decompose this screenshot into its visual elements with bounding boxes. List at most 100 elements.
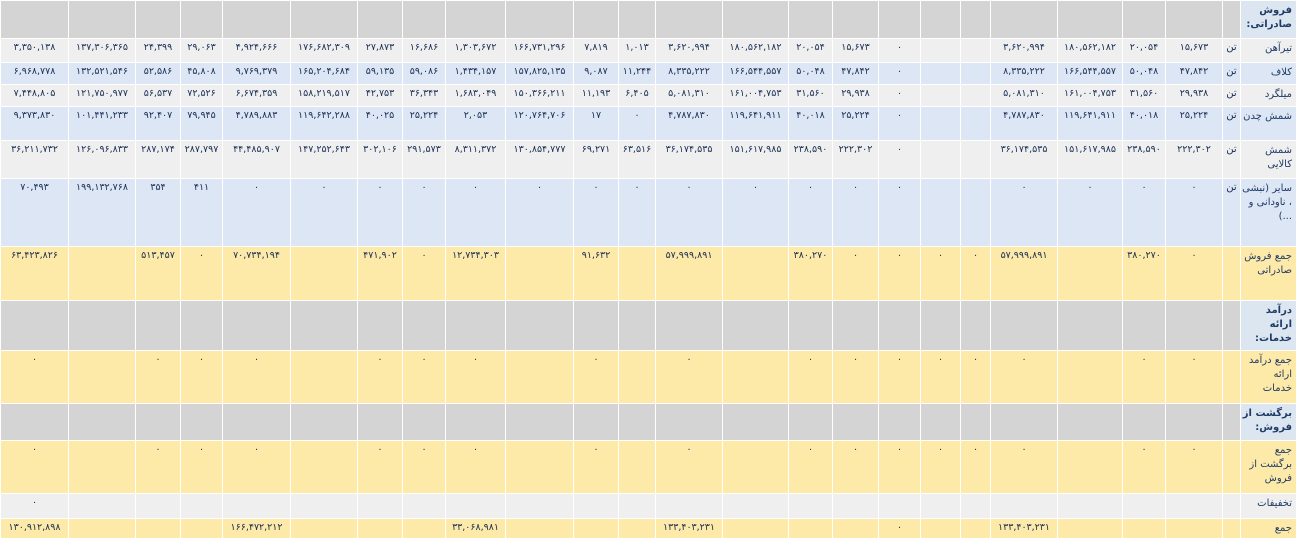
value-cell: ۴,۷۸۹,۸۸۳	[222, 106, 291, 141]
value-cell: ۳۸۰,۲۷۰	[1122, 246, 1166, 301]
value-cell	[1165, 300, 1223, 351]
value-cell	[990, 0, 1058, 39]
value-cell: ۱۶۵,۲۰۴,۶۸۴	[290, 62, 358, 85]
value-cell: ۲۹,۹۳۸	[832, 84, 879, 107]
unit-cell	[1222, 440, 1241, 494]
value-cell	[722, 0, 789, 39]
value-cell: ۰	[1165, 246, 1223, 301]
value-cell: ۲۷,۸۷۳	[357, 38, 403, 63]
value-cell: ۰	[878, 246, 921, 301]
value-cell: ۲۰,۰۵۴	[1122, 38, 1166, 63]
table-row: ۹,۳۷۳,۸۳۰ ۱۰۱,۴۴۱,۲۳۳ ۹۲,۴۰۷ ۷۹,۹۴۵ ۴,۷۸۹,۸۸…	[0, 106, 1296, 141]
value-cell: ۰	[135, 440, 181, 494]
value-cell	[990, 300, 1058, 351]
value-cell	[655, 403, 723, 441]
value-cell: ۳۵۴	[135, 178, 181, 247]
value-cell	[290, 300, 358, 351]
value-cell: ۵۰,۰۴۸	[788, 62, 833, 85]
value-cell	[445, 300, 506, 351]
value-cell: ۰	[1165, 440, 1223, 494]
value-cell	[990, 403, 1058, 441]
value-cell: ۹۱,۶۳۲	[573, 246, 619, 301]
value-cell: ۷۹,۹۴۵	[180, 106, 223, 141]
value-cell: ۱۱۹,۶۴۱,۹۱۱	[1057, 106, 1123, 141]
value-cell	[960, 518, 991, 538]
value-cell	[832, 493, 879, 519]
value-cell: ۰	[655, 350, 723, 404]
value-cell: ۰	[878, 38, 921, 63]
value-cell	[0, 300, 69, 351]
value-cell: ۷,۴۴۸,۸۰۵	[0, 84, 69, 107]
value-cell: ۱۸۰,۵۶۲,۱۸۲	[722, 38, 789, 63]
value-cell: ۵۹,۱۳۵	[357, 62, 403, 85]
value-cell: ۰	[0, 350, 69, 404]
value-cell: ۰	[618, 178, 656, 247]
value-cell: ۰	[573, 440, 619, 494]
value-cell: ۱۶۶,۷۳۱,۲۹۶	[505, 38, 574, 63]
value-cell: ۰	[180, 350, 223, 404]
value-cell: ۹,۷۶۹,۳۷۹	[222, 62, 291, 85]
value-cell: ۹,۰۸۷	[573, 62, 619, 85]
value-cell	[222, 300, 291, 351]
section-label: فروش صادراتی:	[1240, 0, 1296, 39]
value-cell: ۰	[920, 440, 961, 494]
value-cell: ۱۷۶,۶۸۲,۳۰۹	[290, 38, 358, 63]
value-cell: ۰	[222, 350, 291, 404]
value-cell: ۰	[0, 493, 69, 519]
value-cell	[1057, 403, 1123, 441]
value-cell	[878, 403, 921, 441]
value-cell	[505, 246, 574, 301]
value-cell	[618, 0, 656, 39]
value-cell: ۱۶,۶۸۶	[402, 38, 446, 63]
row-label: میلگرد	[1240, 84, 1296, 107]
value-cell: ۴۲,۷۵۳	[357, 84, 403, 107]
value-cell	[180, 0, 223, 39]
value-cell: ۲۳۸,۵۹۰	[788, 140, 833, 179]
value-cell	[618, 300, 656, 351]
value-cell	[920, 38, 961, 63]
value-cell	[505, 518, 574, 538]
value-cell	[290, 350, 358, 404]
value-cell: ۴۰,۰۱۸	[1122, 106, 1166, 141]
value-cell: ۰	[832, 350, 879, 404]
value-cell	[1057, 0, 1123, 39]
value-cell	[402, 300, 446, 351]
value-cell	[960, 178, 991, 247]
value-cell: ۱۵,۶۷۳	[1165, 38, 1223, 63]
value-cell	[402, 403, 446, 441]
value-cell: ۸,۳۳۵,۲۲۲	[990, 62, 1058, 85]
value-cell	[505, 0, 574, 39]
value-cell: ۸,۳۳۵,۲۲۲	[655, 62, 723, 85]
unit-cell: تن	[1222, 178, 1241, 247]
value-cell	[505, 440, 574, 494]
value-cell	[920, 403, 961, 441]
value-cell: ۱۲۱,۷۵۰,۹۷۷	[68, 84, 136, 107]
value-cell: ۶,۹۶۸,۷۷۸	[0, 62, 69, 85]
value-cell	[878, 300, 921, 351]
value-cell: ۴۷,۸۴۲	[1165, 62, 1223, 85]
value-cell: ۱۹۹,۱۳۲,۷۶۸	[68, 178, 136, 247]
value-cell: ۰	[1122, 350, 1166, 404]
value-cell: ۱۲,۷۳۴,۳۰۳	[445, 246, 506, 301]
value-cell	[1057, 518, 1123, 538]
value-cell	[960, 0, 991, 39]
value-cell: ۲۹,۰۶۳	[180, 38, 223, 63]
value-cell: ۰	[655, 178, 723, 247]
value-cell	[788, 0, 833, 39]
table-row: درآمد ارائه خدمات:	[0, 300, 1296, 351]
value-cell: ۱۴۷,۲۵۲,۶۴۳	[290, 140, 358, 179]
value-cell: ۳۸۰,۲۷۰	[788, 246, 833, 301]
row-label: جمع	[1240, 518, 1296, 538]
value-cell: ۸,۳۱۱,۳۷۲	[445, 140, 506, 179]
value-cell: ۳,۳۵۰,۱۳۸	[0, 38, 69, 63]
value-cell: ۰	[788, 350, 833, 404]
value-cell	[832, 403, 879, 441]
value-cell	[920, 300, 961, 351]
value-cell	[68, 440, 136, 494]
value-cell: ۴۷۱,۹۰۲	[357, 246, 403, 301]
value-cell	[618, 350, 656, 404]
value-cell: ۱۵۱,۶۱۷,۹۸۵	[1057, 140, 1123, 179]
value-cell	[960, 84, 991, 107]
unit-cell	[1222, 300, 1241, 351]
value-cell: ۱۲۰,۷۶۴,۷۰۶	[505, 106, 574, 141]
